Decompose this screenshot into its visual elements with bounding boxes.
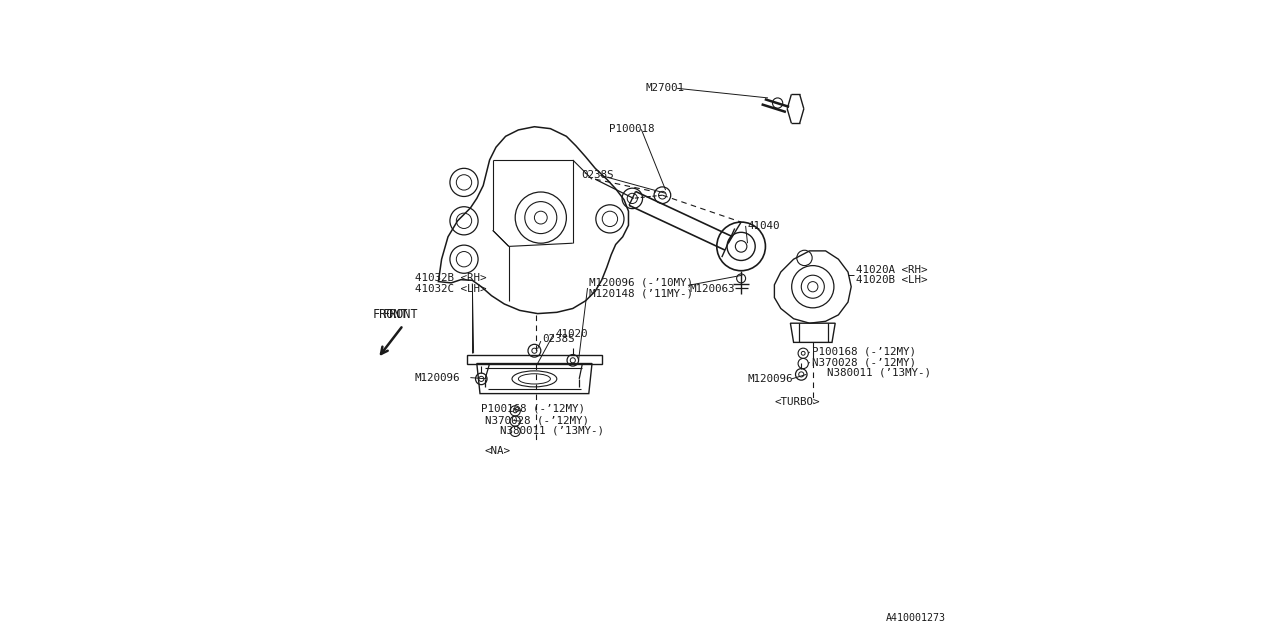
Text: <TURBO>: <TURBO> [774, 397, 820, 407]
Text: P100168 (-’12MY): P100168 (-’12MY) [812, 347, 915, 357]
Text: FRONT: FRONT [383, 308, 417, 321]
Text: FRONT: FRONT [372, 308, 408, 321]
Text: N370028 (-’12MY): N370028 (-’12MY) [812, 357, 915, 367]
Text: M120148 (’11MY-): M120148 (’11MY-) [589, 288, 692, 298]
Text: N380011 (’13MY-): N380011 (’13MY-) [827, 367, 931, 378]
Text: 41020B <LH>: 41020B <LH> [856, 275, 928, 285]
Text: 0238S: 0238S [581, 170, 613, 180]
Text: 0238S: 0238S [543, 334, 575, 344]
Text: N370028 (-’12MY): N370028 (-’12MY) [485, 415, 589, 426]
Text: P100018: P100018 [609, 124, 655, 134]
Text: A410001273: A410001273 [886, 612, 946, 623]
Text: N380011 (’13MY-): N380011 (’13MY-) [500, 426, 604, 436]
Text: M120096: M120096 [415, 372, 461, 383]
Text: 41020: 41020 [556, 329, 588, 339]
Text: M120096 (-’10MY): M120096 (-’10MY) [589, 278, 692, 288]
Text: 41020A <RH>: 41020A <RH> [856, 265, 928, 275]
Text: M120096: M120096 [748, 374, 794, 384]
Text: P100168 (-’12MY): P100168 (-’12MY) [481, 403, 585, 413]
Text: 41032C <LH>: 41032C <LH> [415, 284, 486, 294]
Text: 41040: 41040 [748, 221, 780, 231]
Text: M120063: M120063 [690, 284, 736, 294]
Text: 41032B <RH>: 41032B <RH> [415, 273, 486, 284]
Text: M27001: M27001 [645, 83, 684, 93]
Text: <NA>: <NA> [485, 446, 511, 456]
